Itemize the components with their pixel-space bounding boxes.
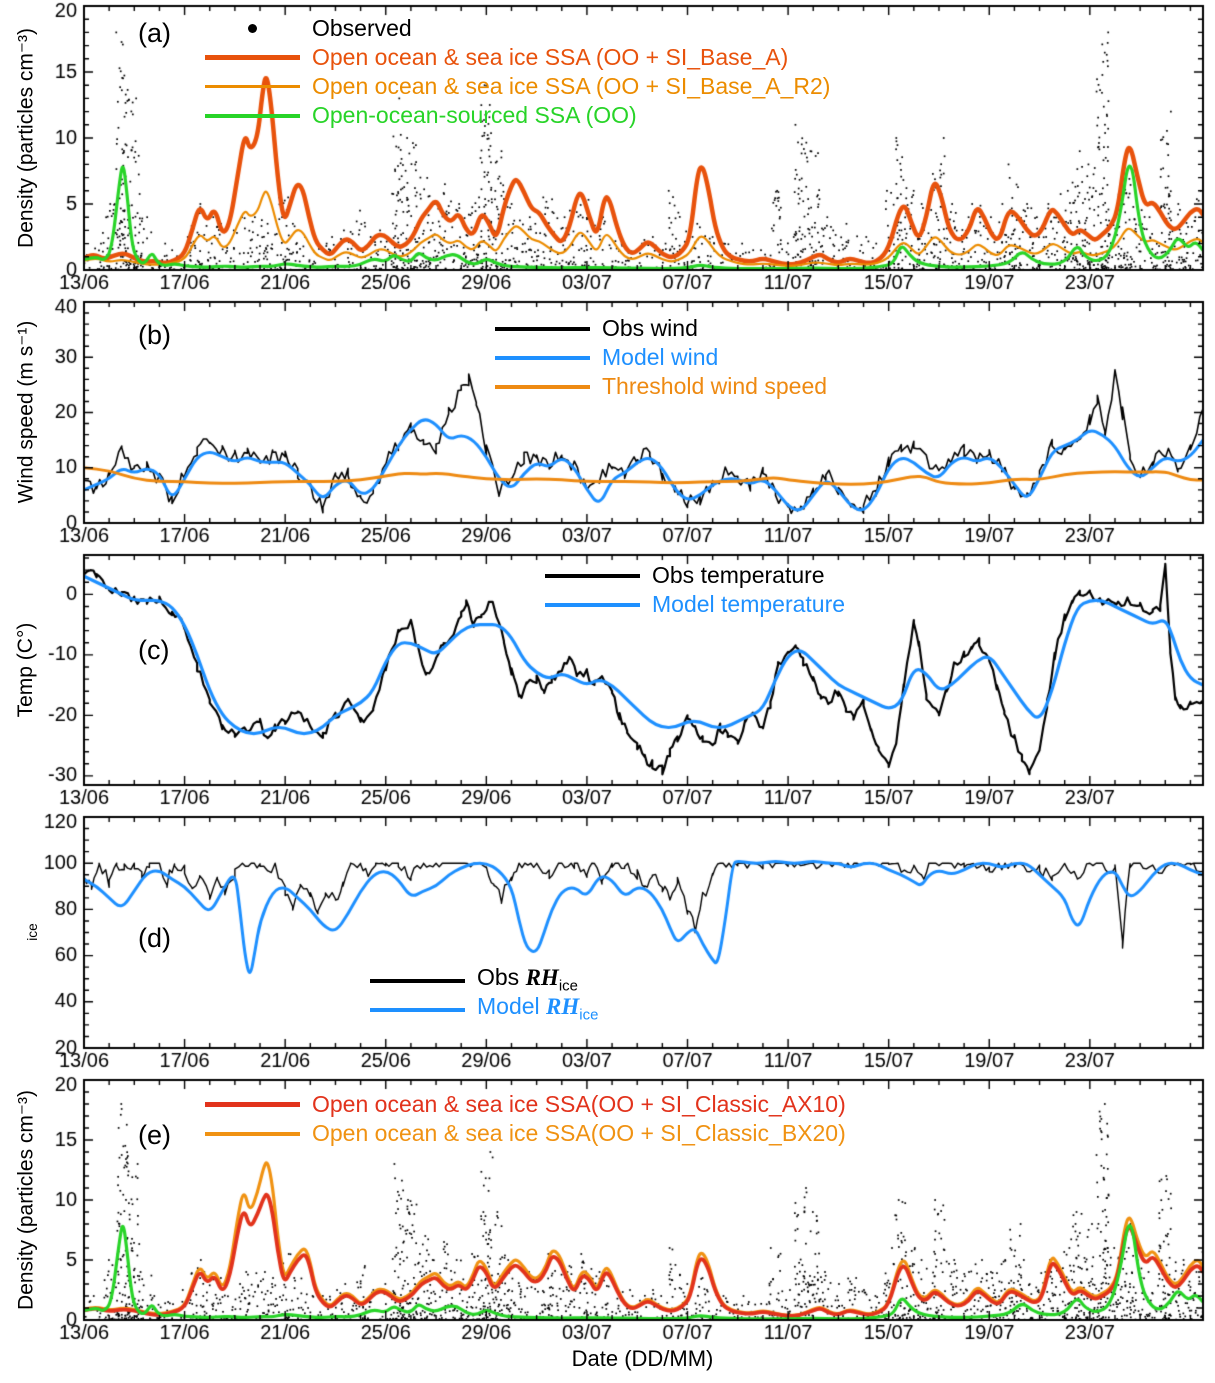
observed-dot-swatch [248,24,257,33]
legend-item: Threshold wind speed [495,372,827,401]
panel-d-legend: Obs RHice Model RHice [370,966,598,1024]
legend-label: Open-ocean-sourced SSA (OO) [312,102,637,128]
legend-label-prefix: Obs [477,964,526,991]
legend-label: Open ocean & sea ice SSA(OO + SI_Classic… [312,1120,846,1146]
rh-label: RH [525,965,559,991]
legend-line-swatch [205,113,300,118]
panel-a-legend: Observed Open ocean & sea ice SSA (OO + … [205,14,830,130]
legend-line-swatch [545,573,640,578]
legend-label: Model temperature [652,591,846,617]
legend-line-swatch [545,602,640,607]
panel-c-letter: (c) [138,635,170,665]
legend-label: Obs wind [602,315,698,341]
x-axis-title: Date (DD/MM) [571,1346,714,1371]
panel-e-legend: Open ocean & sea ice SSA(OO + SI_Classic… [205,1090,846,1148]
legend-item: Open-ocean-sourced SSA (OO) [205,101,830,130]
panel-b-ylabel: Wind speed (m s⁻¹) [14,320,38,504]
legend-label-prefix: Model [477,993,547,1020]
legend-item: Open ocean & sea ice SSA(OO + SI_Classic… [205,1119,846,1148]
legend-label: Obs RHice [477,966,578,995]
legend-line-swatch [205,1131,300,1136]
panel-c-legend: Obs temperature Model temperature [545,561,845,619]
rh-sub-label: ice [579,1006,599,1024]
legend-item: Open ocean & sea ice SSA (OO + SI_Base_A… [205,72,830,101]
legend-line-swatch [205,55,300,60]
legend-item: Open ocean & sea ice SSA (OO + SI_Base_A… [205,43,830,72]
legend-label: Model wind [602,344,719,370]
panel-a-ylabel: Density (particles cm⁻³) [14,28,38,248]
panel-a-plot [0,0,1215,296]
legend-label: Obs temperature [652,562,825,588]
panel-b-letter: (b) [138,320,171,350]
panel-c-ylabel: Temp (C°) [14,622,37,718]
legend-item: Model temperature [545,590,845,619]
legend-label: Observed [312,15,412,41]
legend-line-swatch [495,326,590,331]
legend-line-swatch [370,978,465,983]
panel-e-letter: (e) [138,1120,171,1150]
panel-e-ylabel: Density (particles cm⁻³) [14,1090,38,1310]
rh-sub-label: ice [558,977,578,995]
panel-d-letter: (d) [138,923,171,953]
panel-a-letter: (a) [138,18,171,48]
legend-line-swatch [495,355,590,360]
legend-label: Open ocean & sea ice SSA (OO + SI_Base_A… [312,44,789,70]
panel-b-plot [0,296,1215,549]
legend-line-swatch [370,1007,465,1012]
panel-d: RHice (d) Obs RHice Model RHice [0,811,1215,1074]
legend-item: Model RHice [370,995,598,1024]
legend-line-swatch [205,85,300,88]
legend-line-swatch [205,1102,300,1107]
legend-label: Model RHice [477,995,598,1024]
legend-item: Open ocean & sea ice SSA(OO + SI_Classic… [205,1090,846,1119]
legend-item: Obs wind [495,314,827,343]
legend-item: Model wind [495,343,827,372]
legend-item: Obs RHice [370,966,598,995]
panel-a: Density (particles cm⁻³) (a) Observed Op… [0,0,1215,296]
panel-c-plot [0,549,1215,811]
panel-b-legend: Obs wind Model wind Threshold wind speed [495,314,827,401]
panel-c: Temp (C°) (c) Obs temperature Model temp… [0,549,1215,811]
legend-label: Threshold wind speed [602,373,828,399]
legend-item: Obs temperature [545,561,845,590]
panel-d-plot [0,811,1215,1074]
legend-label: Open ocean & sea ice SSA(OO + SI_Classic… [312,1091,846,1117]
panel-d-ylabel: RHice [12,923,40,940]
panel-e: Density (particles cm⁻³) (e) Open ocean … [0,1074,1215,1346]
rh-sub-label: ice [25,923,41,941]
panel-b: Wind speed (m s⁻¹) (b) Obs wind Model wi… [0,296,1215,549]
legend-label: Open ocean & sea ice SSA (OO + SI_Base_A… [312,73,831,99]
panel-e-plot [0,1074,1215,1346]
legend-line-swatch [495,384,590,389]
rh-label: RH [546,994,580,1020]
legend-item: Observed [205,14,830,43]
